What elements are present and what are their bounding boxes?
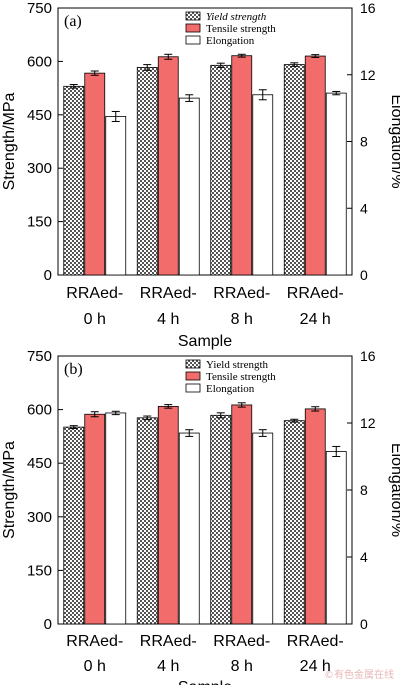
x-axis-label: Sample — [178, 333, 232, 350]
legend-label: Yield strength — [206, 11, 267, 23]
y-tick-label: 150 — [27, 562, 52, 579]
watermark: ©有色金属在线 — [324, 670, 394, 681]
bar-tensile-strength — [157, 405, 179, 625]
x-tick-label: 24 h — [300, 658, 331, 675]
bar-tensile-strength — [231, 404, 253, 625]
y2-tick-label: 16 — [360, 0, 376, 16]
y2-tick-label: 12 — [360, 415, 376, 431]
bar-tensile-strength — [231, 55, 253, 276]
bar-yield-strength — [210, 414, 232, 625]
y-tick-label: 0 — [44, 267, 52, 284]
x-tick-label: 4 h — [157, 311, 179, 328]
x-tick-label: RRAed- — [66, 285, 123, 302]
legend-label: Tensile strength — [206, 23, 276, 35]
legend-label: Elongation — [206, 35, 255, 47]
y2-axis-label: Elongation/% — [388, 443, 400, 537]
y-axis-label: Strength/MPa — [1, 92, 18, 190]
y-tick-label: 450 — [27, 107, 52, 124]
y-tick-label: 600 — [27, 53, 52, 70]
bar-yield-strength — [210, 64, 232, 276]
y2-tick-label: 8 — [360, 134, 368, 150]
y-tick-label: 450 — [27, 455, 52, 472]
legend-swatch — [185, 359, 201, 369]
y-tick-label: 150 — [27, 214, 52, 231]
y2-tick-label: 16 — [360, 348, 376, 364]
bar-elongation — [252, 432, 274, 625]
x-tick-label: RRAed- — [66, 633, 123, 650]
y2-tick-label: 0 — [360, 267, 368, 283]
y2-tick-label: 8 — [360, 482, 368, 498]
y-tick-label: 750 — [27, 348, 52, 365]
chart-panel-b: 0 150 300 450 600 750 0 4 8 12 16 RRAed- 0 h RRAed- 4 … — [1, 348, 400, 685]
y-tick-label: 600 — [27, 402, 52, 419]
bar-elongation — [178, 97, 200, 276]
bar-elongation — [105, 412, 127, 625]
legend-swatch — [185, 35, 201, 45]
x-tick-label: 24 h — [300, 311, 331, 328]
legend-label: Yield strength — [206, 359, 269, 371]
legend-swatch — [185, 23, 201, 33]
y-tick-label: 0 — [44, 616, 52, 633]
bar-yield-strength — [63, 85, 85, 276]
x-tick-label: RRAed- — [213, 633, 270, 650]
legend-label: Elongation — [206, 383, 255, 395]
bar-elongation — [325, 92, 347, 276]
x-tick-label: RRAed- — [287, 633, 344, 650]
bar-elongation — [325, 451, 347, 625]
y-tick-label: 300 — [27, 160, 52, 177]
bar-yield-strength — [136, 67, 158, 276]
y2-tick-label: 0 — [360, 616, 368, 632]
bar-elongation — [105, 116, 127, 276]
x-tick-label: 0 h — [84, 311, 106, 328]
y-tick-label: 300 — [27, 509, 52, 526]
bar-tensile-strength — [84, 72, 106, 276]
bar-yield-strength — [283, 64, 305, 276]
x-tick-label: 0 h — [84, 658, 106, 675]
bar-tensile-strength — [304, 408, 326, 625]
legend-swatch — [185, 371, 201, 381]
x-tick-label: RRAed- — [213, 285, 270, 302]
legend-swatch — [185, 383, 201, 393]
x-tick-label: RRAed- — [287, 285, 344, 302]
x-axis-label: Sample — [178, 679, 232, 685]
y2-tick-label: 4 — [360, 200, 368, 216]
bar-yield-strength — [283, 420, 305, 625]
y-tick-label: 750 — [27, 0, 52, 17]
y2-tick-label: 12 — [360, 67, 376, 83]
y2-axis-label: Elongation/% — [388, 94, 400, 188]
bar-yield-strength — [63, 426, 85, 625]
x-tick-label: 8 h — [231, 311, 253, 328]
x-tick-label: RRAed- — [140, 633, 197, 650]
panel-label: (b) — [64, 361, 83, 378]
bar-tensile-strength — [157, 56, 179, 276]
bar-tensile-strength — [304, 55, 326, 276]
legend-label: Tensile strength — [206, 371, 276, 383]
x-tick-label: 8 h — [231, 658, 253, 675]
legend-swatch — [185, 11, 201, 21]
bar-elongation — [252, 94, 274, 276]
y2-tick-label: 4 — [360, 549, 368, 565]
bar-tensile-strength — [84, 413, 106, 625]
panel-label: (a) — [64, 13, 82, 30]
bar-yield-strength — [136, 417, 158, 625]
x-tick-label: RRAed- — [140, 285, 197, 302]
x-tick-label: 4 h — [157, 658, 179, 675]
bar-elongation — [178, 432, 200, 625]
y-axis-label: Strength/MPa — [1, 441, 18, 539]
chart-panel-a: 0 150 300 450 600 750 0 4 8 12 16 RRAed- 0 h RRAed- 4 … — [1, 0, 400, 350]
